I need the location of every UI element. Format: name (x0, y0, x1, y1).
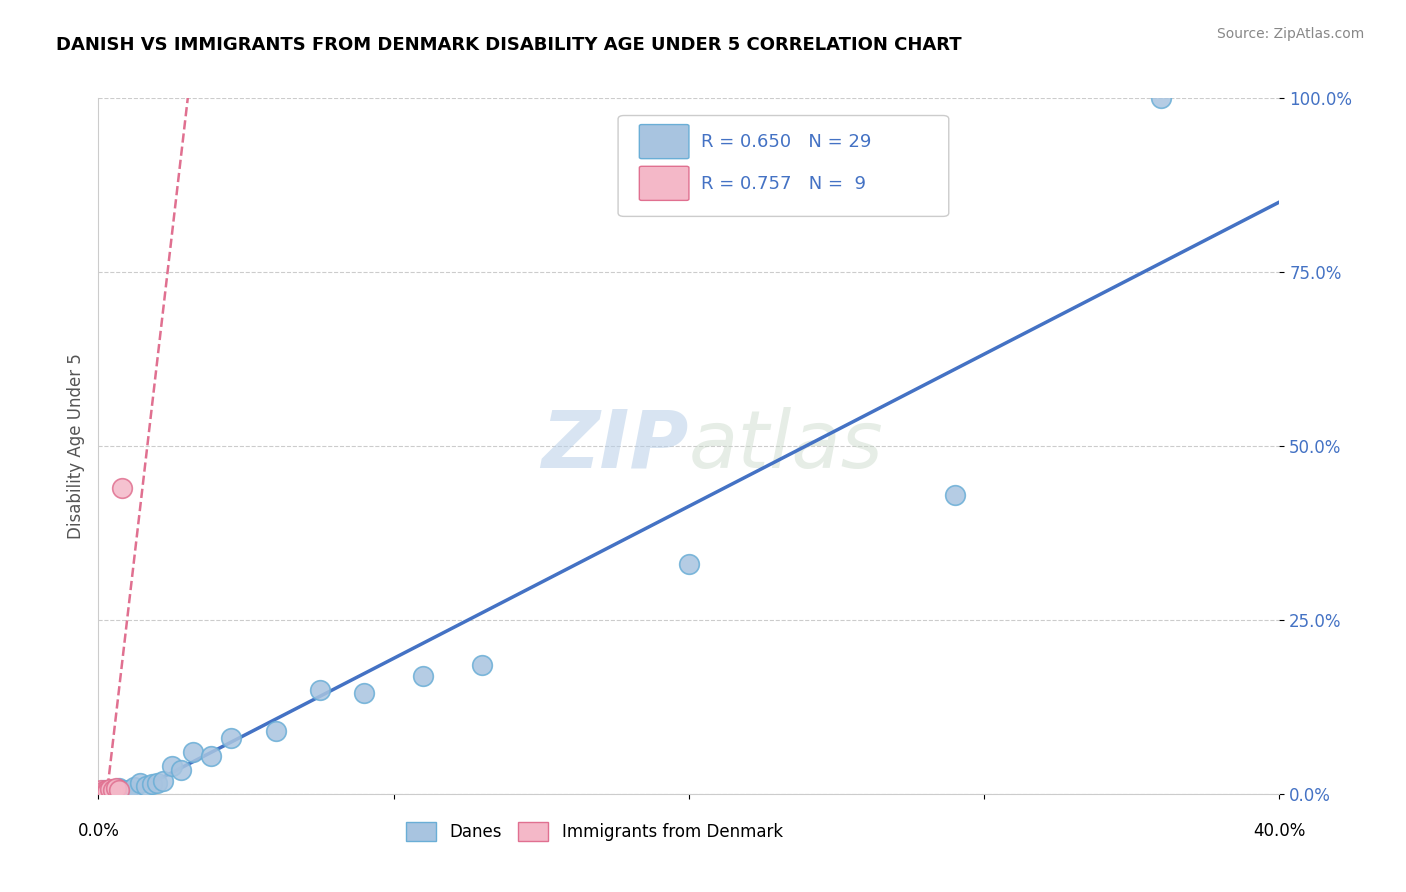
Point (152, 774, 174, 789)
FancyBboxPatch shape (640, 125, 689, 159)
Point (105, 784, 128, 798)
Point (678, 558, 700, 572)
Point (309, 682, 332, 697)
Point (98, 785, 121, 799)
Point (114, 785, 136, 799)
Point (103, 782, 125, 797)
Point (471, 658, 494, 673)
Point (353, 686, 375, 700)
Text: atlas: atlas (689, 407, 884, 485)
Point (98, 784, 121, 798)
Point (146, 776, 169, 790)
Point (221, 731, 243, 746)
Text: DANISH VS IMMIGRANTS FROM DENMARK DISABILITY AGE UNDER 5 CORRELATION CHART: DANISH VS IMMIGRANTS FROM DENMARK DISABI… (56, 36, 962, 54)
Point (264, 724, 287, 739)
Point (943, 488, 966, 502)
Point (181, 745, 204, 759)
Text: 0.0%: 0.0% (77, 822, 120, 839)
Legend: Danes, Immigrants from Denmark: Danes, Immigrants from Denmark (399, 815, 790, 848)
Text: Source: ZipAtlas.com: Source: ZipAtlas.com (1216, 27, 1364, 41)
Point (96, 785, 118, 799)
FancyBboxPatch shape (640, 166, 689, 201)
Text: ZIP: ZIP (541, 407, 689, 485)
Y-axis label: Disability Age Under 5: Disability Age Under 5 (66, 353, 84, 539)
Point (98, 782, 121, 797)
Point (1150, 91, 1173, 105)
Point (93, 784, 115, 798)
Point (135, 779, 157, 793)
Text: R = 0.757   N =  9: R = 0.757 N = 9 (700, 175, 866, 193)
Point (108, 781, 131, 796)
Point (111, 782, 134, 797)
Point (162, 759, 183, 773)
Point (105, 781, 128, 796)
Point (111, 481, 134, 495)
Point (117, 783, 139, 797)
Point (103, 783, 125, 797)
Point (170, 763, 193, 777)
Point (200, 748, 222, 763)
Point (122, 780, 145, 794)
Text: R = 0.650   N = 29: R = 0.650 N = 29 (700, 133, 872, 151)
Point (90, 783, 112, 797)
Point (128, 776, 150, 790)
Point (96, 782, 118, 797)
FancyBboxPatch shape (619, 116, 949, 217)
Point (412, 668, 434, 682)
Point (141, 777, 163, 791)
Text: 40.0%: 40.0% (1253, 822, 1306, 839)
Point (93, 783, 115, 797)
Point (108, 782, 131, 797)
Point (96, 785, 118, 799)
